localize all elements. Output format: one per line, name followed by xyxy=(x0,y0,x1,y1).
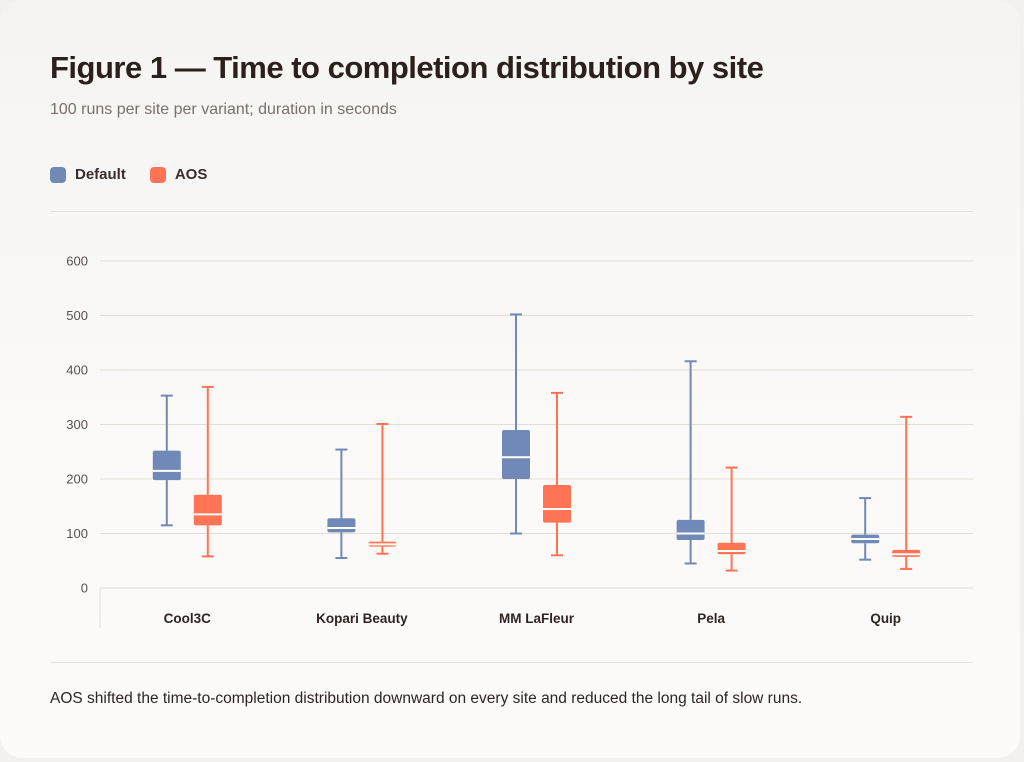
box-aos-3-iqr xyxy=(717,542,746,555)
y-tick-label-200: 200 xyxy=(66,472,88,487)
box-default-2-iqr xyxy=(502,429,530,479)
legend-swatch-default xyxy=(50,166,66,183)
box-default-0-iqr xyxy=(152,450,181,481)
legend-item-default: Default xyxy=(50,166,126,183)
y-tick-label-500: 500 xyxy=(66,308,88,323)
top-divider xyxy=(50,211,973,212)
figure-title: Figure 1 — Time to completion distributi… xyxy=(50,50,764,85)
legend-label-aos: AOS xyxy=(174,166,208,183)
x-tick-label-3: Pela xyxy=(697,611,725,626)
x-tick-label-0: Cool3C xyxy=(164,611,212,626)
y-tick-label-400: 400 xyxy=(66,363,88,378)
legend-label-default: Default xyxy=(75,166,126,183)
y-tick-label-300: 300 xyxy=(66,417,88,432)
box-aos-0-iqr xyxy=(193,494,222,526)
x-tick-label-1: Kopari Beauty xyxy=(316,611,408,626)
y-tick-label-600: 600 xyxy=(66,254,88,269)
legend-item-aos: AOS xyxy=(149,166,208,183)
figure-subtitle: 100 runs per site per variant; duration … xyxy=(50,101,397,118)
box-aos-2-iqr xyxy=(543,484,571,523)
y-tick-label-100: 100 xyxy=(66,526,88,541)
bottom-divider xyxy=(50,662,973,663)
legend-swatch-aos xyxy=(149,166,166,183)
chart-legend: Default AOS xyxy=(50,166,231,183)
box-default-1-iqr xyxy=(327,518,356,533)
x-tick-label-2: MM LaFleur xyxy=(499,611,575,626)
x-tick-label-4: Quip xyxy=(870,611,901,626)
figure-footnote: AOS shifted the time-to-completion distr… xyxy=(50,690,803,707)
box-default-3-iqr xyxy=(676,519,705,541)
y-tick-label-0: 0 xyxy=(81,581,88,596)
